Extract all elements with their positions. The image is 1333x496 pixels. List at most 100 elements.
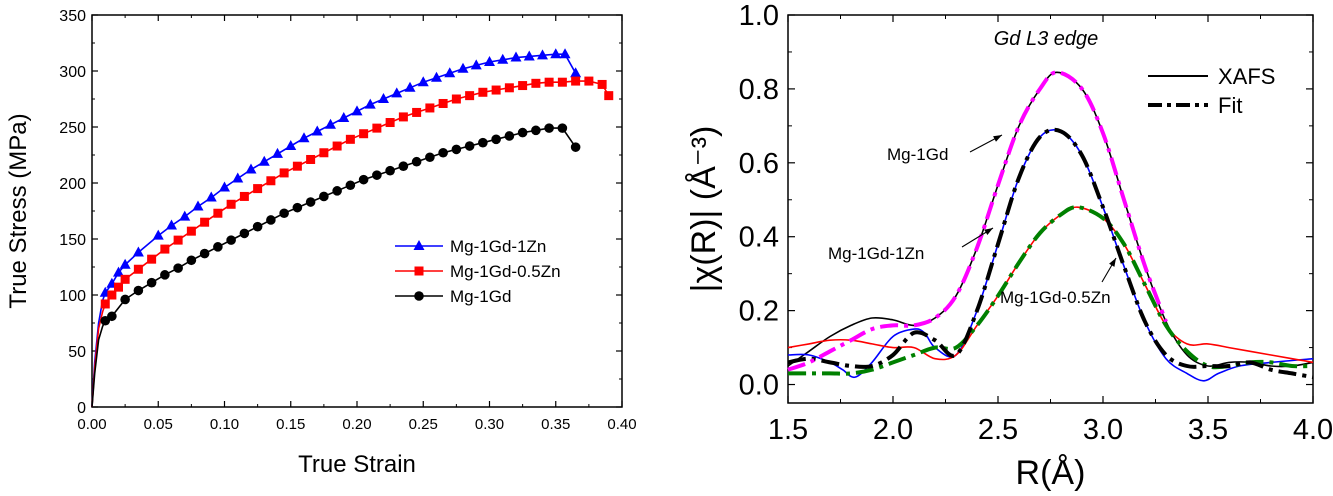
- data-point: [319, 191, 329, 202]
- y-axis-label: |χ(R)| (Å⁻³): [685, 126, 723, 293]
- annotation-arrow-head: [993, 135, 1002, 142]
- data-point: [245, 163, 257, 174]
- data-point: [226, 235, 236, 245]
- data-point: [491, 85, 501, 95]
- data-point: [544, 123, 554, 133]
- data-point: [266, 215, 276, 225]
- data-point: [438, 147, 448, 158]
- data-point: [232, 172, 244, 183]
- x-tick-label: 3.0: [1083, 414, 1123, 446]
- data-point: [550, 48, 562, 59]
- x-tick-label: 0.25: [409, 416, 438, 433]
- annotation-mg-1gd-0.5zn: Mg-1Gd-0.5Zn: [1000, 288, 1111, 307]
- data-point: [557, 123, 568, 133]
- x-tick-label: 0.35: [541, 416, 570, 433]
- data-point: [497, 53, 509, 64]
- data-point: [345, 180, 356, 191]
- data-point: [226, 199, 236, 209]
- data-point: [272, 147, 283, 158]
- y-tick-label: 1.0: [739, 0, 779, 32]
- plot-frame-left: [91, 14, 623, 408]
- series-Mg-1Gd-0.5Zn: [91, 76, 614, 408]
- data-point: [166, 219, 177, 230]
- data-point: [152, 229, 164, 240]
- data-point: [285, 140, 297, 151]
- data-point: [113, 266, 124, 277]
- y-tick-label: 0.2: [739, 296, 779, 328]
- curve-mg-1gd-0-5zn-xafs: [787, 206, 1314, 364]
- data-point: [372, 170, 382, 180]
- annotation-mg-1gd: Mg-1Gd: [887, 145, 948, 164]
- y-tick-label: 0.6: [739, 148, 779, 180]
- x-tick-label: 0.15: [276, 416, 305, 433]
- legend-label: Mg-1Gd-0.5Zn: [450, 262, 561, 281]
- x-tick-label: 0.30: [475, 416, 504, 433]
- data-point: [179, 210, 191, 221]
- data-point: [252, 221, 263, 232]
- legend-marker: [414, 291, 424, 301]
- data-point: [484, 56, 495, 67]
- data-point: [306, 154, 316, 164]
- data-point: [266, 176, 276, 186]
- x-tick-label: 2.5: [978, 414, 1018, 446]
- x-tick-label: 3.5: [1188, 414, 1228, 446]
- x-tick-label: 0.00: [77, 416, 106, 433]
- data-point: [239, 191, 249, 201]
- data-point: [325, 118, 336, 129]
- data-point: [470, 59, 482, 70]
- data-point: [385, 165, 395, 176]
- xafs-chart: 1.5 2.0 2.5 3.0 3.5 4.0 0.0 0.2 0.4 0.6 0.8 1.0 R(Å)…: [685, 0, 1333, 492]
- legend-label: Fit: [1218, 93, 1242, 118]
- data-point: [332, 141, 342, 151]
- data-point: [160, 244, 170, 254]
- data-point: [537, 49, 548, 60]
- data-point: [305, 197, 316, 207]
- legend-marker: [414, 266, 424, 276]
- data-point: [398, 161, 409, 171]
- curve-annotations: Mg-1Gd Mg-1Gd-1Zn Mg-1Gd-0.5Zn: [828, 134, 1117, 307]
- data-point: [531, 78, 541, 88]
- legend-left: Mg-1Gd-1Zn Mg-1Gd-0.5Zn Mg-1Gd: [395, 237, 561, 306]
- data-point: [597, 79, 607, 89]
- y-tick-label: 350: [59, 8, 86, 25]
- data-point: [491, 134, 501, 145]
- y-tick-label: 100: [59, 288, 86, 305]
- data-point: [557, 77, 567, 87]
- data-point: [338, 112, 350, 123]
- data-point: [279, 208, 289, 219]
- y-tick-label: 150: [59, 232, 86, 249]
- data-point: [404, 81, 416, 92]
- data-point: [465, 91, 475, 101]
- annotation-mg-1gd-1zn: Mg-1Gd-1Zn: [828, 244, 924, 263]
- x-axis-label: True Strain: [298, 451, 416, 478]
- data-point: [199, 248, 210, 259]
- data-point: [332, 186, 342, 196]
- data-point: [298, 132, 310, 143]
- data-point: [518, 81, 528, 91]
- y-tick-label: 0.8: [739, 74, 779, 106]
- annotation-arrow-head: [984, 228, 993, 236]
- data-point: [431, 71, 442, 82]
- data-point: [398, 112, 408, 122]
- y-tick-label: 50: [68, 344, 86, 361]
- data-point: [444, 67, 456, 78]
- curve-mg-1gd-1zn-fit: [787, 127, 1314, 380]
- y-tick-label: 250: [59, 120, 86, 137]
- data-point: [132, 246, 144, 257]
- data-point: [311, 125, 323, 136]
- data-point: [120, 294, 130, 305]
- data-point: [186, 226, 196, 236]
- data-point: [478, 87, 488, 97]
- data-point: [107, 311, 117, 322]
- data-point: [412, 107, 422, 117]
- data-point: [604, 91, 614, 101]
- data-point: [417, 76, 429, 87]
- data-point: [319, 148, 329, 158]
- y-tick-label: 300: [59, 64, 86, 81]
- data-point: [510, 51, 522, 62]
- data-point: [451, 94, 461, 104]
- data-point: [438, 98, 448, 108]
- annotation-arrow-head: [1109, 258, 1116, 267]
- data-point: [173, 263, 183, 273]
